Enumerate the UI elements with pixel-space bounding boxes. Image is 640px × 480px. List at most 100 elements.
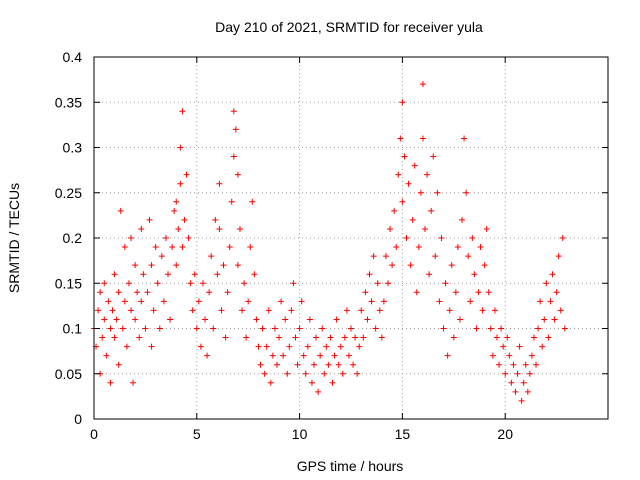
data-point-marker [115, 289, 122, 296]
chart-title: Day 210 of 2021, SRMTID for receiver yul… [215, 19, 483, 35]
data-point-marker [276, 334, 283, 341]
data-point-marker [99, 334, 106, 341]
data-point-marker [255, 343, 262, 350]
data-point-marker [111, 334, 118, 341]
data-point-marker [343, 307, 350, 314]
data-point-marker [142, 325, 149, 332]
data-point-marker [123, 343, 130, 350]
data-point-marker [419, 81, 426, 88]
data-point-marker [391, 207, 398, 214]
data-point-marker [341, 334, 348, 341]
data-point-marker [551, 316, 558, 323]
data-point-marker [128, 235, 135, 241]
data-point-marker [422, 225, 429, 232]
data-point-marker [296, 325, 303, 332]
data-point-marker [358, 307, 365, 314]
data-point-marker [216, 225, 223, 232]
data-point-marker [290, 280, 297, 287]
y-tick-label: 0.35 [55, 94, 82, 110]
data-point-marker [144, 289, 151, 296]
data-point-marker [329, 379, 336, 386]
data-point-marker [288, 307, 295, 314]
data-point-marker [327, 334, 334, 341]
data-point-marker [216, 180, 223, 187]
data-point-marker [121, 244, 128, 251]
data-point-marker [187, 280, 194, 287]
data-point-marker [555, 253, 562, 260]
data-point-marker [399, 99, 406, 106]
data-point-marker [241, 280, 248, 287]
data-point-marker [95, 307, 102, 314]
data-point-marker [308, 379, 315, 386]
data-point-marker [263, 343, 270, 350]
data-point-marker [210, 325, 217, 332]
data-point-marker [286, 343, 293, 350]
data-point-marker [267, 379, 274, 386]
data-point-marker [111, 271, 118, 278]
data-point-marker [315, 388, 322, 395]
data-point-marker [481, 262, 488, 269]
data-point-marker [498, 325, 505, 332]
data-point-marker [304, 343, 311, 350]
data-point-marker [265, 307, 272, 314]
data-point-marker [553, 289, 560, 296]
data-point-marker [109, 307, 116, 314]
data-point-marker [169, 244, 176, 251]
data-point-marker [259, 325, 266, 332]
data-point-marker [130, 379, 137, 386]
data-point-marker [179, 108, 186, 115]
x-tick-label: 20 [497, 426, 513, 442]
data-point-marker [173, 198, 180, 205]
data-point-marker [504, 334, 511, 341]
data-point-marker [475, 289, 482, 296]
data-point-marker [506, 352, 513, 359]
data-point-marker [469, 235, 476, 241]
data-point-marker [510, 361, 517, 368]
data-point-marker [236, 225, 243, 232]
data-point-marker [387, 225, 394, 232]
data-point-marker [269, 352, 276, 359]
data-point-marker [148, 343, 155, 350]
data-point-marker [432, 253, 439, 260]
data-point-marker [393, 244, 400, 251]
data-point-marker [415, 244, 422, 251]
data-point-marker [113, 316, 120, 323]
data-point-marker [366, 271, 373, 278]
data-point-marker [454, 244, 461, 251]
data-point-marker [372, 325, 379, 332]
data-point-marker [444, 352, 451, 359]
data-point-marker [214, 271, 221, 278]
data-point-marker [128, 307, 135, 314]
data-point-marker [430, 153, 437, 160]
data-point-marker [273, 361, 280, 368]
data-point-marker [526, 370, 533, 377]
axis-ticks: 0 5 10 15 20 0 0.05 0.1 0.15 0.2 0.25 0.3 0.35 0.4 [55, 49, 608, 442]
data-point-marker [483, 225, 490, 232]
data-point-marker [300, 352, 307, 359]
data-point-marker [413, 289, 420, 296]
data-point-marker [440, 325, 447, 332]
data-point-marker [119, 325, 126, 332]
data-point-marker [253, 316, 260, 323]
data-point-marker [356, 343, 363, 350]
data-point-marker [138, 225, 145, 232]
data-point-marker [177, 180, 184, 187]
data-point-marker [508, 379, 515, 386]
data-point-marker [368, 298, 375, 305]
data-point-marker [101, 316, 108, 323]
data-point-marker [206, 289, 213, 296]
data-point-marker [405, 180, 412, 187]
data-point-marker [230, 153, 237, 160]
data-point-marker [380, 298, 387, 305]
x-tick-label: 10 [292, 426, 308, 442]
data-point-marker [234, 171, 241, 178]
data-point-marker [487, 325, 494, 332]
data-point-marker [339, 370, 346, 377]
data-point-marker [243, 334, 250, 341]
data-point-marker [452, 289, 459, 296]
data-point-marker [459, 216, 466, 223]
data-point-marker [160, 298, 167, 305]
data-point-marker [434, 189, 441, 196]
data-point-marker [331, 352, 338, 359]
data-point-marker [165, 271, 172, 278]
